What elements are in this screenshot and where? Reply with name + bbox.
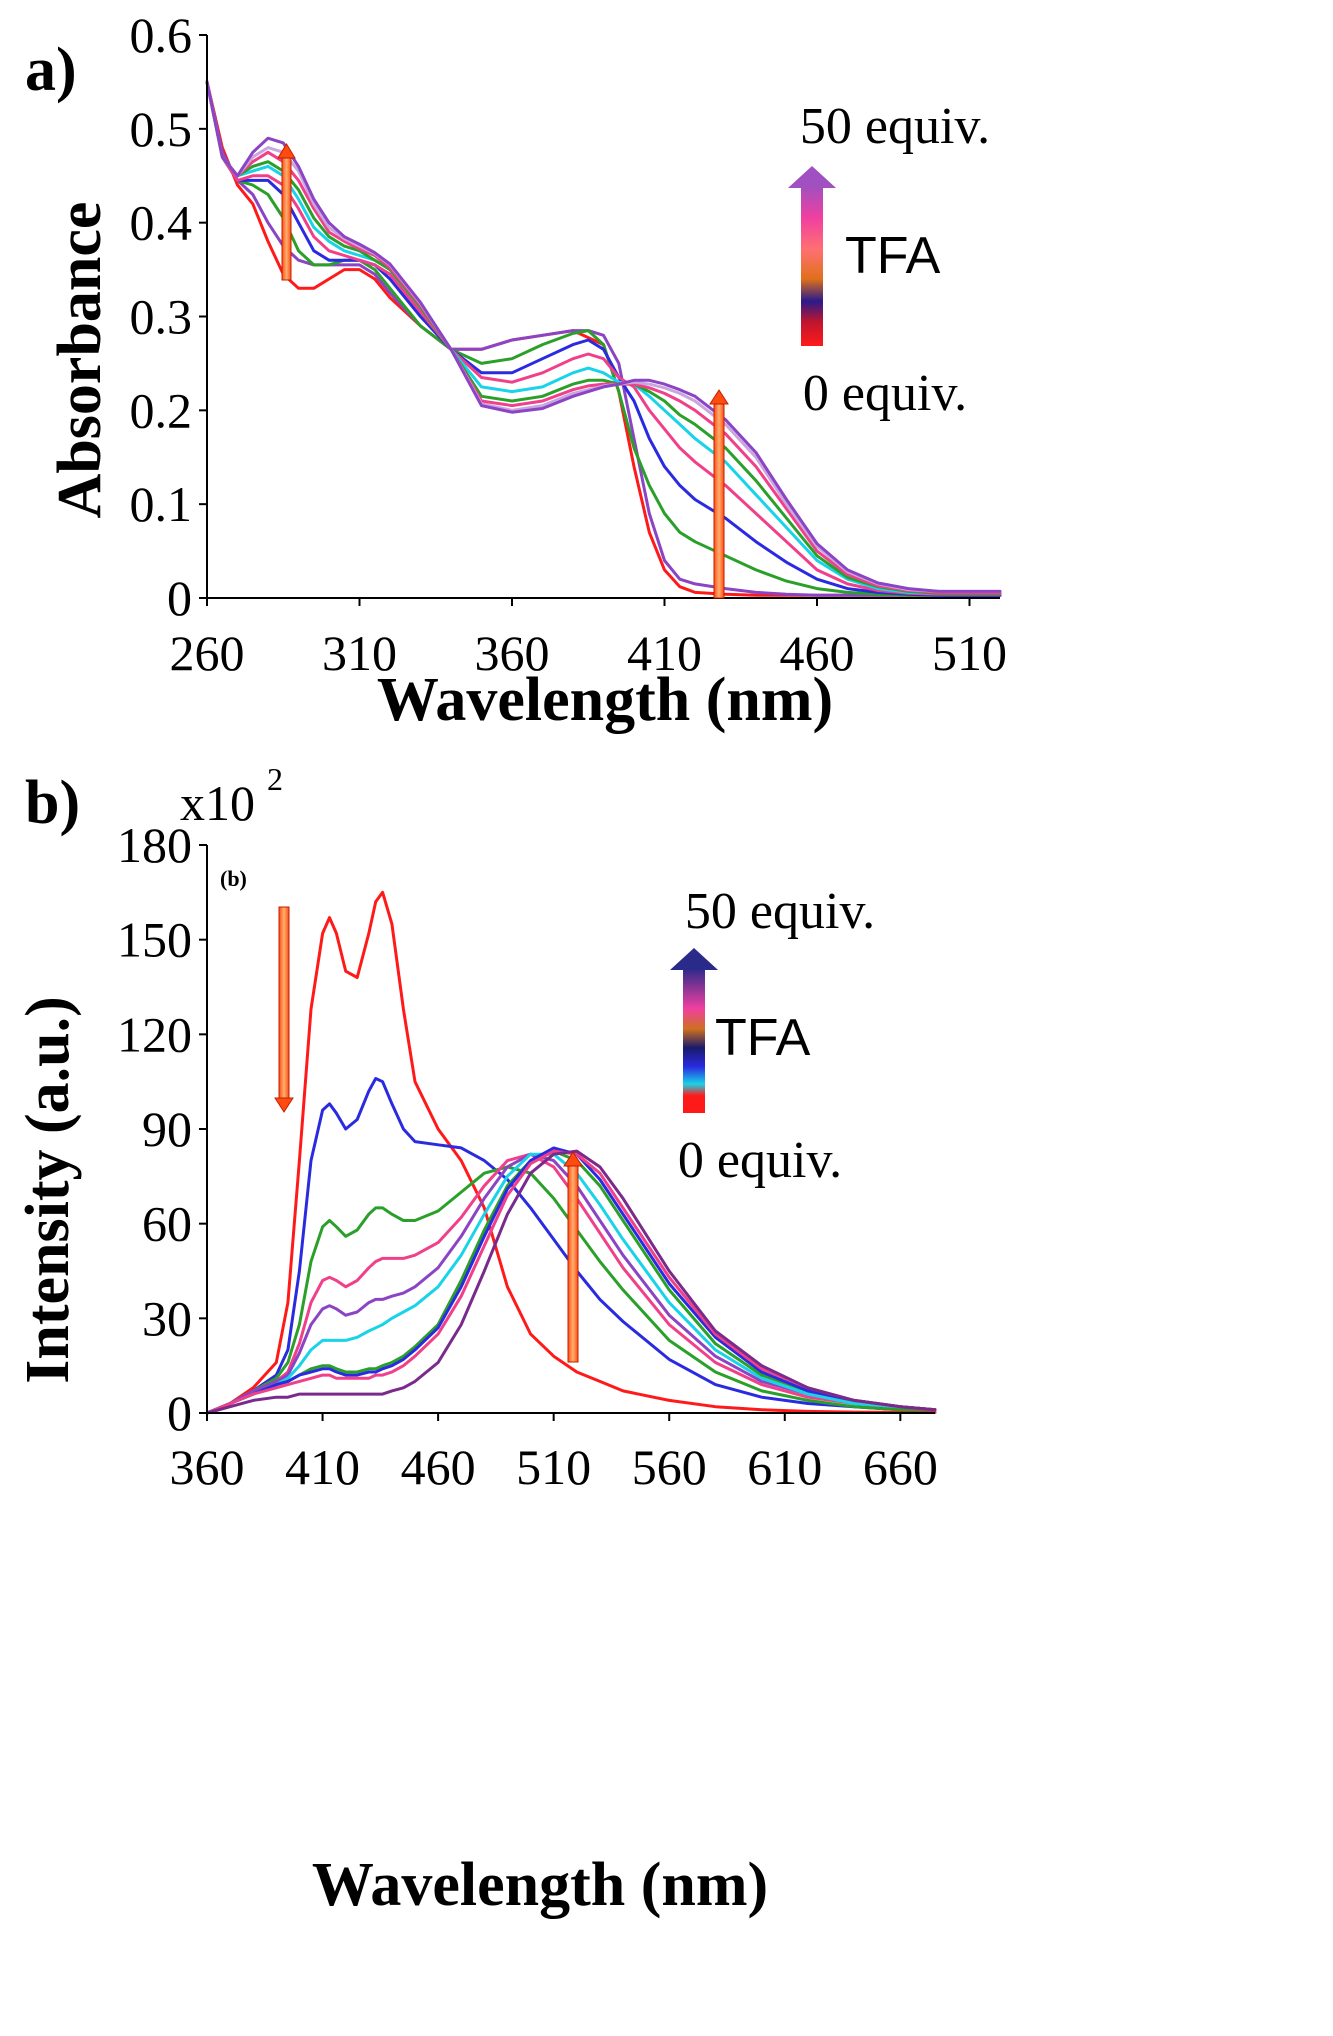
panel-b-multiplier-exponent: 2 <box>267 761 283 797</box>
panel-a: a) 0 0.1 0.2 0.3 0.4 0.5 0.6 260 310 360 410 460 510… <box>25 7 1007 734</box>
y-tick-label: 0.6 <box>130 7 193 63</box>
y-tick-label: 30 <box>142 1290 192 1346</box>
panel-a-legend-middle: TFA <box>845 227 941 285</box>
series-line-2 <box>205 80 1002 597</box>
y-tick-label: 180 <box>117 817 192 873</box>
panel-b-multiplier: x10 2 <box>180 761 283 831</box>
panel-b: b) x10 2 (b) 0 30 60 90 120 150 180 360 410 460 51… <box>14 761 938 1919</box>
panel-a-legend-gradient-arrow <box>788 166 836 346</box>
panel-b-decrease-arrow <box>274 906 294 1113</box>
x-tick-label: 610 <box>747 1439 822 1495</box>
y-tick-label: 0.3 <box>130 289 193 345</box>
panel-b-increase-arrow <box>563 1151 583 1363</box>
panel-a-tick-labels: 0 0.1 0.2 0.3 0.4 0.5 0.6 260 310 360 410 460 510 <box>130 7 1008 681</box>
series-line-0 <box>205 890 937 1415</box>
series-line-7 <box>205 1146 937 1415</box>
x-tick-label: 260 <box>170 625 245 681</box>
series-line-4 <box>205 80 1002 596</box>
series-line-7 <box>205 80 1002 594</box>
panel-a-label: a) <box>25 36 77 104</box>
series-line-8 <box>205 1149 937 1415</box>
x-tick-label: 410 <box>627 625 702 681</box>
series-line-9 <box>205 80 1002 593</box>
series-line-6 <box>205 1149 937 1415</box>
series-line-4 <box>205 1152 937 1415</box>
panel-b-multiplier-base: x10 <box>180 775 255 831</box>
series-line-6 <box>205 80 1002 595</box>
panel-b-axes <box>199 844 935 1421</box>
y-tick-label: 150 <box>117 912 192 968</box>
panel-b-inset-label: (b) <box>220 866 247 891</box>
panel-b-label: b) <box>25 769 80 837</box>
series-line-5 <box>205 80 1002 595</box>
panel-b-legend-bottom: 0 equiv. <box>678 1132 842 1189</box>
panel-a-increase-arrow-vis <box>709 389 729 599</box>
y-tick-label: 0.1 <box>130 476 193 532</box>
x-tick-label: 410 <box>285 1439 360 1495</box>
panel-b-legend-middle: TFA <box>715 1009 811 1067</box>
panel-b-legend-top: 50 equiv. <box>685 883 875 940</box>
y-tick-label: 90 <box>142 1101 192 1157</box>
panel-a-legend: 50 equiv. TFA 0 equiv. <box>788 98 990 422</box>
x-tick-label: 510 <box>516 1439 591 1495</box>
panel-b-x-axis-title: Wavelength (nm) <box>312 1851 768 1919</box>
panel-a-increase-arrow-uv <box>277 143 296 281</box>
series-line-8 <box>205 80 1002 593</box>
panel-a-x-axis-title: Wavelength (nm) <box>377 666 833 734</box>
panel-b-legend-gradient-arrow <box>670 948 718 1113</box>
y-tick-label: 0.5 <box>130 101 193 157</box>
x-tick-label: 360 <box>170 1439 245 1495</box>
x-tick-label: 510 <box>932 625 1007 681</box>
panel-b-y-axis-title: Intensity (a.u.) <box>14 996 82 1384</box>
panel-b-tick-labels: 0 30 60 90 120 150 180 360 410 460 510 560 610 660 <box>117 817 938 1495</box>
x-tick-label: 660 <box>863 1439 938 1495</box>
y-tick-label: 60 <box>142 1196 192 1252</box>
y-tick-label: 0 <box>167 1385 192 1441</box>
series-line-9 <box>205 1149 937 1415</box>
panel-a-curves <box>205 80 1002 597</box>
series-line-2 <box>205 1165 937 1415</box>
panel-a-legend-bottom: 0 equiv. <box>803 365 967 422</box>
series-line-3 <box>205 1152 937 1415</box>
panel-b-legend: 50 equiv. TFA 0 equiv. <box>670 883 875 1189</box>
series-line-5 <box>205 1152 937 1415</box>
panel-a-legend-top: 50 equiv. <box>800 98 990 155</box>
y-tick-label: 0.4 <box>130 195 193 251</box>
series-line-1 <box>205 1077 937 1415</box>
panel-a-axes <box>199 34 1000 606</box>
x-tick-label: 560 <box>632 1439 707 1495</box>
panel-b-curves <box>205 890 937 1415</box>
panel-a-y-axis-title: Absorbance <box>46 202 114 519</box>
series-line-1 <box>205 80 1002 597</box>
x-tick-label: 460 <box>780 625 855 681</box>
series-line-0 <box>205 80 1002 597</box>
x-tick-label: 460 <box>401 1439 476 1495</box>
y-tick-label: 120 <box>117 1006 192 1062</box>
x-tick-label: 360 <box>475 625 550 681</box>
series-line-3 <box>205 80 1002 597</box>
y-tick-label: 0 <box>167 570 192 626</box>
y-tick-label: 0.2 <box>130 382 193 438</box>
x-tick-label: 310 <box>322 625 397 681</box>
